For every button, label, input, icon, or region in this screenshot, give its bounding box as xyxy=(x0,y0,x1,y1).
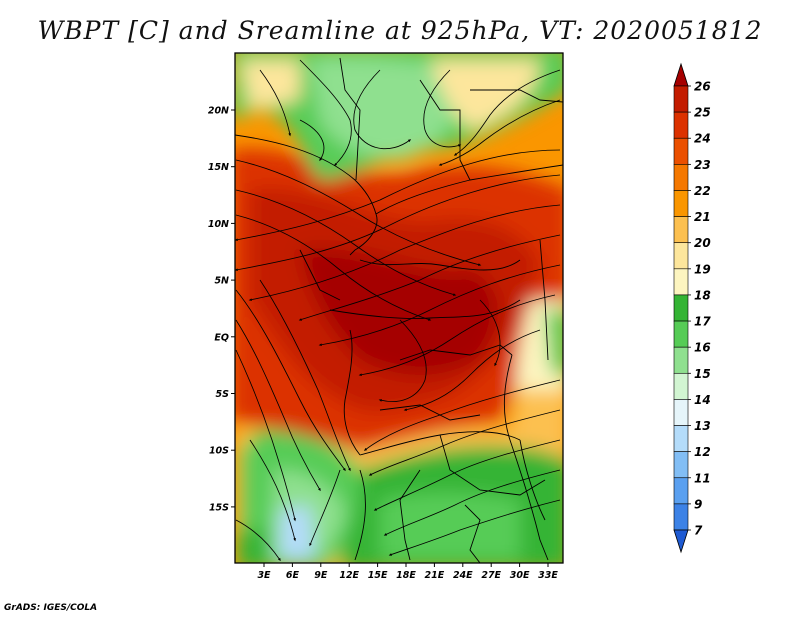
colorbar-swatch xyxy=(673,190,689,217)
colorbar-label: 21 xyxy=(694,210,711,224)
colorbar-swatch xyxy=(673,242,689,270)
colorbar-top-arrow xyxy=(673,62,689,87)
lon-tick-label: 9E xyxy=(314,570,328,581)
colorbar-swatch xyxy=(673,399,689,426)
colorbar-bottom-arrow xyxy=(673,529,689,554)
lon-tick-label: 12E xyxy=(339,570,359,581)
lon-tick-label: 6E xyxy=(286,570,300,581)
lat-tick-label: 5N xyxy=(214,276,229,287)
colorbar-swatch xyxy=(673,503,689,531)
lon-tick-label: 18E xyxy=(396,570,416,581)
lon-tick-label: 3E xyxy=(257,570,271,581)
colorbar-swatch xyxy=(673,164,689,191)
colorbar-label: 17 xyxy=(694,315,711,329)
lat-tick-label: 15N xyxy=(208,162,229,173)
colorbar-swatch xyxy=(673,137,689,165)
colorbar-label: 20 xyxy=(694,236,711,250)
colorbar-label: 11 xyxy=(694,471,711,485)
colorbar-label: 19 xyxy=(694,262,711,276)
colorbar-swatch xyxy=(673,425,689,452)
wbpt-shading xyxy=(235,53,563,563)
country-borders xyxy=(235,57,563,563)
colorbar-label: 22 xyxy=(694,184,711,198)
grads-credit: GrADS: IGES/COLA xyxy=(4,603,98,613)
colorbar-swatch xyxy=(673,294,689,322)
lon-tick-label: 15E xyxy=(368,570,388,581)
streamlines xyxy=(235,59,561,562)
colorbar-label: 25 xyxy=(694,106,711,120)
colorbar-swatch xyxy=(673,477,689,505)
colorbar-label: 16 xyxy=(694,341,711,355)
colorbar-label: 12 xyxy=(694,445,711,459)
colorbar-swatch xyxy=(673,320,689,348)
latitude-axis: 20N 15N 10N 5N EQ 5S 10S 15S xyxy=(208,106,235,513)
lat-tick-label: 10S xyxy=(209,446,229,457)
lat-tick-label: 10N xyxy=(208,219,229,230)
lon-tick-label: 24E xyxy=(453,570,473,581)
longitude-axis: 3E 6E 9E 12E 15E 18E 21E 24E 27E 30E 33E xyxy=(257,563,558,581)
colorbar-swatch xyxy=(673,346,689,374)
lon-tick-label: 27E xyxy=(481,570,501,581)
lat-tick-label: 20N xyxy=(208,106,229,117)
colorbar-label: 24 xyxy=(694,132,711,146)
map-title: WBPT [C] and Sreamline at 925hPa, VT: 20… xyxy=(37,16,763,45)
lon-tick-label: 30E xyxy=(510,570,530,581)
lat-tick-label: 5S xyxy=(216,389,230,400)
map-frame xyxy=(234,52,564,564)
lon-tick-label: 33E xyxy=(538,570,558,581)
colorbar-label: 26 xyxy=(694,80,711,94)
lat-tick-label: EQ xyxy=(214,332,229,343)
colorbar-swatch xyxy=(673,451,689,479)
lon-tick-label: 21E xyxy=(425,570,445,581)
colorbar-swatch xyxy=(673,85,689,113)
colorbar-swatch xyxy=(673,268,689,296)
colorbar-label: 9 xyxy=(694,497,702,511)
colorbar-label: 7 xyxy=(694,524,703,538)
colorbar-label: 18 xyxy=(694,288,711,302)
colorbar-swatch xyxy=(673,372,689,400)
colorbar-swatch xyxy=(673,111,689,139)
colorbar-label: 13 xyxy=(694,419,711,433)
colorbar-swatch xyxy=(673,216,689,244)
colorbar: 26 25 24 23 22 21 20 19 18 17 16 15 14 13 12 11 9 7 xyxy=(673,62,711,554)
colorbar-label: 23 xyxy=(694,158,711,172)
colorbar-label: 15 xyxy=(694,367,711,381)
colorbar-label: 14 xyxy=(694,393,711,407)
lat-tick-label: 15S xyxy=(209,502,229,513)
